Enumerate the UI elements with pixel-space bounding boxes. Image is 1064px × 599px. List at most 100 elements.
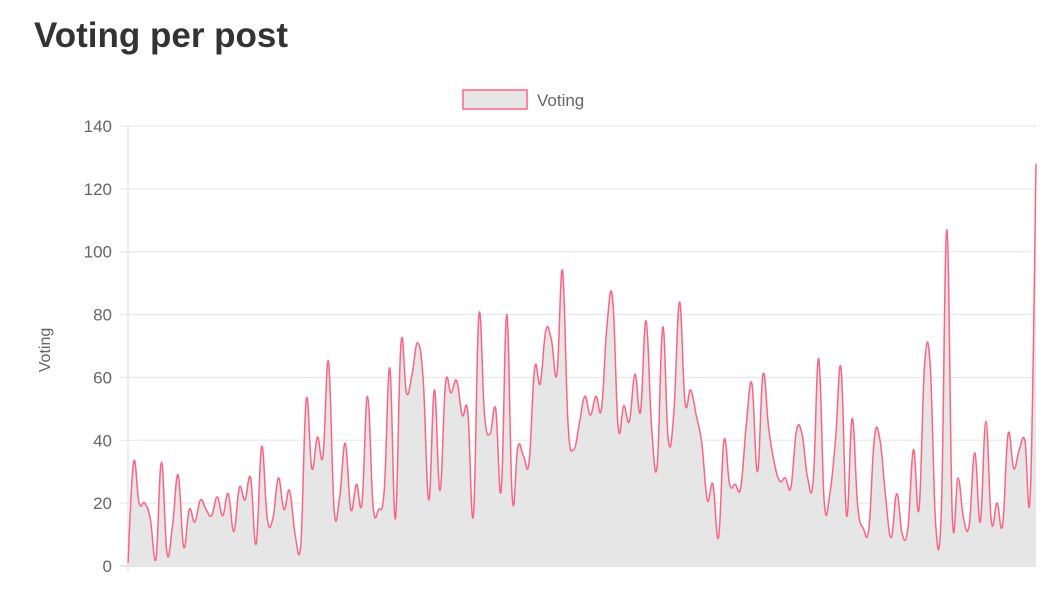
data-point[interactable]	[165, 551, 170, 556]
data-point[interactable]	[588, 413, 593, 418]
data-point[interactable]	[956, 476, 961, 481]
data-point[interactable]	[833, 438, 838, 443]
data-point[interactable]	[961, 516, 966, 521]
data-point[interactable]	[621, 403, 626, 408]
data-point[interactable]	[415, 340, 420, 345]
data-point[interactable]	[805, 476, 810, 481]
data-point[interactable]	[710, 482, 715, 487]
data-point[interactable]	[504, 312, 509, 317]
data-point[interactable]	[181, 545, 186, 550]
data-point[interactable]	[722, 438, 727, 443]
data-point[interactable]	[1022, 438, 1027, 443]
data-point[interactable]	[839, 366, 844, 371]
data-point[interactable]	[153, 557, 158, 562]
data-point[interactable]	[972, 450, 977, 455]
data-point[interactable]	[900, 532, 905, 537]
data-point[interactable]	[889, 535, 894, 540]
data-point[interactable]	[1000, 523, 1005, 528]
data-point[interactable]	[421, 378, 426, 383]
data-point[interactable]	[861, 526, 866, 531]
data-point[interactable]	[382, 488, 387, 493]
data-point[interactable]	[738, 485, 743, 490]
data-point[interactable]	[276, 476, 281, 481]
data-point[interactable]	[493, 406, 498, 411]
data-point[interactable]	[538, 381, 543, 386]
data-point[interactable]	[671, 410, 676, 415]
data-point[interactable]	[755, 469, 760, 474]
data-point[interactable]	[950, 516, 955, 521]
data-point[interactable]	[554, 372, 559, 377]
data-point[interactable]	[1034, 161, 1039, 166]
data-point[interactable]	[515, 444, 520, 449]
data-point[interactable]	[438, 488, 443, 493]
data-point[interactable]	[788, 485, 793, 490]
data-point[interactable]	[510, 498, 515, 503]
data-point[interactable]	[476, 312, 481, 317]
data-point[interactable]	[761, 372, 766, 377]
data-point[interactable]	[393, 516, 398, 521]
data-point[interactable]	[577, 422, 582, 427]
data-point[interactable]	[616, 425, 621, 430]
data-point[interactable]	[404, 391, 409, 396]
data-point[interactable]	[811, 479, 816, 484]
data-point[interactable]	[644, 318, 649, 323]
data-point[interactable]	[499, 488, 504, 493]
data-point[interactable]	[209, 513, 214, 518]
data-point[interactable]	[237, 485, 242, 490]
data-point[interactable]	[432, 388, 437, 393]
data-point[interactable]	[204, 507, 209, 512]
data-point[interactable]	[677, 300, 682, 305]
data-point[interactable]	[716, 535, 721, 540]
data-point[interactable]	[766, 425, 771, 430]
data-point[interactable]	[794, 428, 799, 433]
data-point[interactable]	[488, 432, 493, 437]
data-point[interactable]	[627, 419, 632, 424]
data-point[interactable]	[632, 372, 637, 377]
data-point[interactable]	[176, 472, 181, 477]
data-point[interactable]	[872, 435, 877, 440]
data-point[interactable]	[605, 322, 610, 327]
data-point[interactable]	[855, 504, 860, 509]
data-point[interactable]	[170, 523, 175, 528]
data-point[interactable]	[1028, 488, 1033, 493]
data-point[interactable]	[560, 268, 565, 273]
data-point[interactable]	[1011, 466, 1016, 471]
data-point[interactable]	[521, 454, 526, 459]
data-point[interactable]	[226, 491, 231, 496]
data-point[interactable]	[944, 227, 949, 232]
data-point[interactable]	[850, 416, 855, 421]
data-point[interactable]	[298, 545, 303, 550]
data-point[interactable]	[287, 488, 292, 493]
data-point[interactable]	[270, 516, 275, 521]
data-point[interactable]	[822, 501, 827, 506]
data-point[interactable]	[922, 362, 927, 367]
data-point[interactable]	[995, 501, 1000, 506]
data-point[interactable]	[126, 560, 131, 565]
data-point[interactable]	[699, 441, 704, 446]
data-point[interactable]	[772, 460, 777, 465]
data-point[interactable]	[360, 501, 365, 506]
data-point[interactable]	[967, 523, 972, 528]
data-point[interactable]	[449, 391, 454, 396]
data-point[interactable]	[844, 513, 849, 518]
data-point[interactable]	[827, 491, 832, 496]
data-point[interactable]	[883, 494, 888, 499]
data-point[interactable]	[705, 498, 710, 503]
data-point[interactable]	[638, 410, 643, 415]
data-point[interactable]	[694, 413, 699, 418]
data-point[interactable]	[777, 479, 782, 484]
data-point[interactable]	[192, 520, 197, 525]
data-point[interactable]	[159, 460, 164, 465]
data-point[interactable]	[749, 381, 754, 386]
data-point[interactable]	[248, 476, 253, 481]
data-point[interactable]	[744, 422, 749, 427]
data-point[interactable]	[376, 507, 381, 512]
data-point[interactable]	[343, 441, 348, 446]
data-point[interactable]	[1006, 432, 1011, 437]
data-point[interactable]	[215, 494, 220, 499]
data-point[interactable]	[733, 482, 738, 487]
data-point[interactable]	[387, 366, 392, 371]
data-point[interactable]	[566, 422, 571, 427]
data-point[interactable]	[321, 454, 326, 459]
data-point[interactable]	[142, 501, 147, 506]
